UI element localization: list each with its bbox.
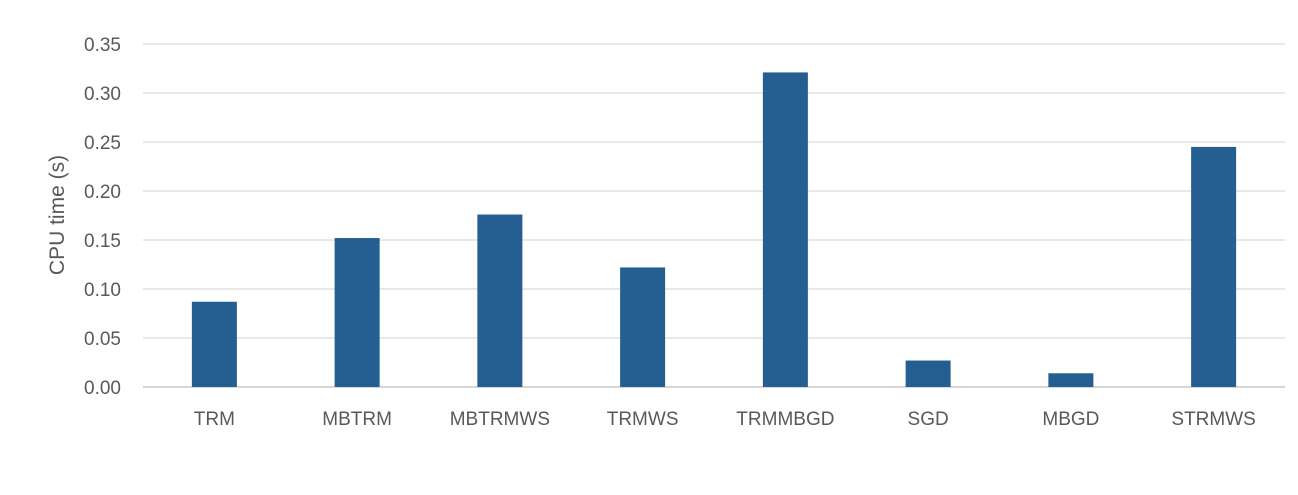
x-category-label: MBTRMWS bbox=[450, 409, 550, 430]
bar-strmws bbox=[1191, 146, 1237, 387]
bar-mbtrmws bbox=[477, 214, 523, 387]
x-category-label: TRMWS bbox=[607, 409, 679, 430]
gridlines bbox=[143, 43, 1285, 388]
x-axis-labels: TRM MBTRM MBTRMWS TRMWS TRMMBGD SGD MBGD STRMWS bbox=[194, 409, 1256, 430]
bar-trmws bbox=[620, 267, 666, 387]
bar-trmmbgd bbox=[762, 72, 808, 388]
x-category-label: MBGD bbox=[1042, 409, 1099, 430]
bar-trm bbox=[191, 301, 237, 387]
bar-sgd bbox=[905, 360, 951, 387]
bar-mbtrm bbox=[334, 238, 380, 387]
bars bbox=[191, 72, 1237, 388]
y-tick-label: 0.00 bbox=[84, 378, 121, 399]
y-axis-title: CPU time (s) bbox=[46, 155, 69, 275]
y-tick-label: 0.30 bbox=[84, 84, 121, 105]
y-tick-label: 0.10 bbox=[84, 280, 121, 301]
x-category-label: MBTRM bbox=[322, 409, 392, 430]
y-tick-label: 0.05 bbox=[84, 329, 121, 350]
y-tick-label: 0.20 bbox=[84, 182, 121, 203]
y-axis-ticks: 0.00 0.05 0.10 0.15 0.20 0.25 0.30 0.35 bbox=[84, 35, 121, 399]
x-category-label: TRM bbox=[194, 409, 235, 430]
x-category-label: TRMMBGD bbox=[736, 409, 834, 430]
bar-mbgd bbox=[1048, 373, 1094, 387]
y-tick-label: 0.25 bbox=[84, 133, 121, 154]
y-tick-label: 0.35 bbox=[84, 35, 121, 56]
x-category-label: SGD bbox=[908, 409, 949, 430]
y-tick-label: 0.15 bbox=[84, 231, 121, 252]
x-category-label: STRMWS bbox=[1171, 409, 1255, 430]
